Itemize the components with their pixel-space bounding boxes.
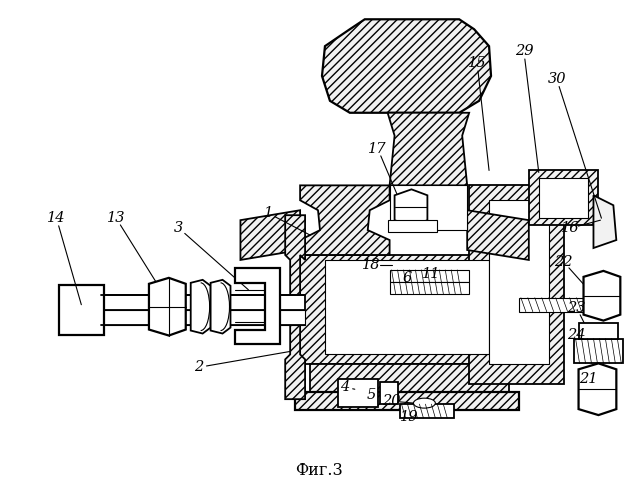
Bar — [390, 270, 469, 282]
Bar — [295, 392, 519, 410]
Polygon shape — [394, 190, 427, 226]
Text: 2: 2 — [194, 360, 203, 374]
Text: 5: 5 — [367, 388, 376, 402]
Bar — [380, 382, 397, 404]
Polygon shape — [578, 364, 617, 415]
Text: 18: 18 — [362, 258, 381, 272]
Text: 15: 15 — [468, 56, 486, 70]
Bar — [574, 338, 623, 363]
Polygon shape — [285, 215, 305, 399]
Text: 17: 17 — [369, 142, 387, 156]
Bar — [101, 310, 305, 324]
Polygon shape — [322, 20, 491, 113]
Polygon shape — [190, 280, 211, 334]
Text: 20: 20 — [382, 394, 401, 408]
Bar — [539, 178, 589, 218]
Bar — [489, 200, 549, 364]
Bar — [300, 255, 519, 364]
Text: 24: 24 — [567, 328, 586, 342]
Bar — [310, 364, 509, 399]
Polygon shape — [388, 113, 469, 186]
Bar — [59, 285, 104, 335]
Text: 6: 6 — [403, 271, 412, 285]
Text: 4: 4 — [340, 380, 350, 394]
Polygon shape — [583, 271, 620, 320]
Polygon shape — [300, 186, 390, 255]
Text: 1: 1 — [264, 206, 273, 220]
Text: 16: 16 — [561, 221, 580, 235]
Text: Фиг.3: Фиг.3 — [295, 462, 343, 479]
Bar — [325, 260, 489, 354]
Text: 13: 13 — [107, 211, 125, 225]
Text: 29: 29 — [514, 44, 533, 58]
Polygon shape — [594, 196, 617, 248]
Bar — [390, 186, 467, 230]
Polygon shape — [211, 280, 231, 334]
Bar — [519, 298, 599, 312]
Polygon shape — [149, 278, 186, 336]
Text: 14: 14 — [47, 211, 66, 225]
Bar — [388, 220, 437, 232]
Polygon shape — [235, 268, 281, 344]
Bar — [529, 170, 599, 225]
Text: 3: 3 — [174, 221, 183, 235]
Text: 19: 19 — [400, 410, 419, 424]
Polygon shape — [240, 210, 300, 260]
Bar — [101, 294, 305, 310]
Bar — [338, 380, 378, 407]
Text: 23: 23 — [567, 300, 586, 314]
Polygon shape — [467, 210, 529, 260]
Text: 22: 22 — [555, 255, 573, 269]
Ellipse shape — [413, 398, 435, 408]
Text: 30: 30 — [548, 72, 566, 86]
Bar — [469, 186, 564, 384]
Bar — [578, 322, 619, 338]
Text: 11: 11 — [422, 267, 441, 281]
Bar — [399, 404, 454, 418]
Text: 21: 21 — [579, 372, 597, 386]
Bar — [390, 282, 469, 294]
